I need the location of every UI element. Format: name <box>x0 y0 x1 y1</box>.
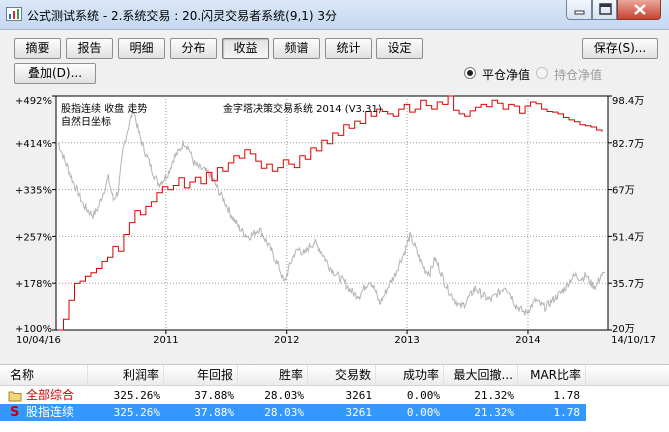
row-annual: 37.88% <box>194 389 234 402</box>
plot-area <box>55 95 609 331</box>
x-start-label: 10/04/16 <box>16 335 61 346</box>
row-name: 全部综合 <box>26 388 75 402</box>
col-winrate[interactable]: 胜率 <box>238 365 308 386</box>
col-success[interactable]: 成功率 <box>376 365 444 386</box>
row-success: 0.00% <box>406 389 440 402</box>
folder-icon <box>8 391 22 402</box>
y-right-tick-label: 67万 <box>612 186 635 197</box>
tab-detail[interactable]: 明细 <box>118 38 165 59</box>
row-drawdown: 21.32% <box>474 389 514 402</box>
col-profit[interactable]: 利润率 <box>88 365 164 386</box>
tab-statistics[interactable]: 统计 <box>325 38 372 59</box>
radio-hold-net-value: 持仓净值 <box>536 66 616 82</box>
legend-axis-label: 自然日坐标 <box>61 115 111 128</box>
row-success: 0.00% <box>406 406 440 419</box>
tab-summary[interactable]: 摘要 <box>14 38 61 59</box>
y-right-tick-label: 98.4万 <box>612 96 644 107</box>
col-annual[interactable]: 年回报 <box>164 365 238 386</box>
table-header: 名称 利润率 年回报 胜率 交易数 成功率 最大回撤... MAR比率 <box>0 365 669 386</box>
series-marker-icon: S <box>10 405 20 420</box>
window-title: 公式测试系统 - 2.系统交易 : 20.闪灵交易者系统(9,1) 3分 <box>27 9 338 23</box>
price-series-line <box>57 108 606 316</box>
radio-indicator <box>536 67 548 79</box>
col-name[interactable]: 名称 <box>0 365 88 386</box>
row-drawdown: 21.32% <box>474 406 514 419</box>
row-winrate: 28.03% <box>264 406 304 419</box>
y-left-tick-label: +414% <box>15 139 52 150</box>
row-annual: 37.88% <box>194 406 234 419</box>
y-left-tick-label: +257% <box>15 232 52 243</box>
row-winrate: 28.03% <box>264 389 304 402</box>
system-watermark-label: 金字塔决策交易系统 2014 (V3.31) <box>223 102 382 115</box>
tab-settings[interactable]: 设定 <box>376 38 423 59</box>
row-name: 股指连续 <box>26 405 75 419</box>
results-table: 名称 利润率 年回报 胜率 交易数 成功率 最大回撤... MAR比率 全部综合… <box>0 364 669 432</box>
x-tick-label: 2012 <box>274 335 299 346</box>
returns-chart: +492% 98.4万 +414% 82.7万 +335% 67万 +257% 51.4万 +1… <box>14 88 657 354</box>
tab-spectrum[interactable]: 频谱 <box>273 38 320 59</box>
radio-label: 平仓净值 <box>482 68 531 82</box>
row-mar: 1.78 <box>553 406 581 419</box>
row-trades: 3261 <box>345 389 373 402</box>
x-tick-label: 2014 <box>515 335 540 346</box>
table-row-selected[interactable]: S 股指连续 325.26% 37.88% 28.03% 3261 0.00% … <box>0 404 586 421</box>
row-profit: 325.26% <box>113 389 160 402</box>
minimize-button[interactable] <box>566 0 592 20</box>
x-end-label: 14/10/17 <box>611 335 656 346</box>
y-right-tick-label: 20万 <box>612 324 635 335</box>
y-left-tick-label: +100% <box>15 324 52 335</box>
y-left-tick-label: +492% <box>15 96 52 107</box>
y-right-tick-label: 82.7万 <box>612 139 644 150</box>
tab-report[interactable]: 报告 <box>66 38 113 59</box>
y-left-tick-label: +335% <box>15 186 52 197</box>
maximize-button[interactable] <box>592 0 617 20</box>
col-mar[interactable]: MAR比率 <box>518 365 586 386</box>
close-button[interactable] <box>617 0 661 20</box>
chart-svg: +492% 98.4万 +414% 82.7万 +335% 67万 +257% 51.4万 +1… <box>15 95 656 346</box>
col-drawdown[interactable]: 最大回撤... <box>444 365 518 386</box>
tab-returns[interactable]: 收益 <box>222 38 269 59</box>
radio-close-net-value[interactable]: 平仓净值 <box>464 66 544 82</box>
radio-indicator[interactable] <box>464 67 476 79</box>
y-right-tick-label: 51.4万 <box>612 232 644 243</box>
table-row[interactable]: 全部综合 325.26% 37.88% 28.03% 3261 0.00% 21… <box>0 387 586 404</box>
radio-label: 持仓净值 <box>554 68 603 82</box>
row-mar: 1.78 <box>553 389 581 402</box>
save-button[interactable]: 保存(S)... <box>582 38 658 59</box>
row-trades: 3261 <box>345 406 373 419</box>
x-tick-label: 2011 <box>153 335 178 346</box>
overlay-button[interactable]: 叠加(D)... <box>14 63 96 84</box>
row-profit: 325.26% <box>113 406 160 419</box>
tab-distribution[interactable]: 分布 <box>170 38 217 59</box>
app-icon <box>6 7 22 21</box>
y-right-tick-label: 35.7万 <box>612 279 644 290</box>
title-bar[interactable]: 公式测试系统 - 2.系统交易 : 20.闪灵交易者系统(9,1) 3分 <box>0 0 669 30</box>
y-left-tick-label: +178% <box>15 279 52 290</box>
col-trades[interactable]: 交易数 <box>308 365 376 386</box>
legend-price-label: 股指连续 收盘 走势 <box>61 102 147 115</box>
equity-series-line <box>58 95 603 331</box>
x-tick-label: 2013 <box>394 335 419 346</box>
